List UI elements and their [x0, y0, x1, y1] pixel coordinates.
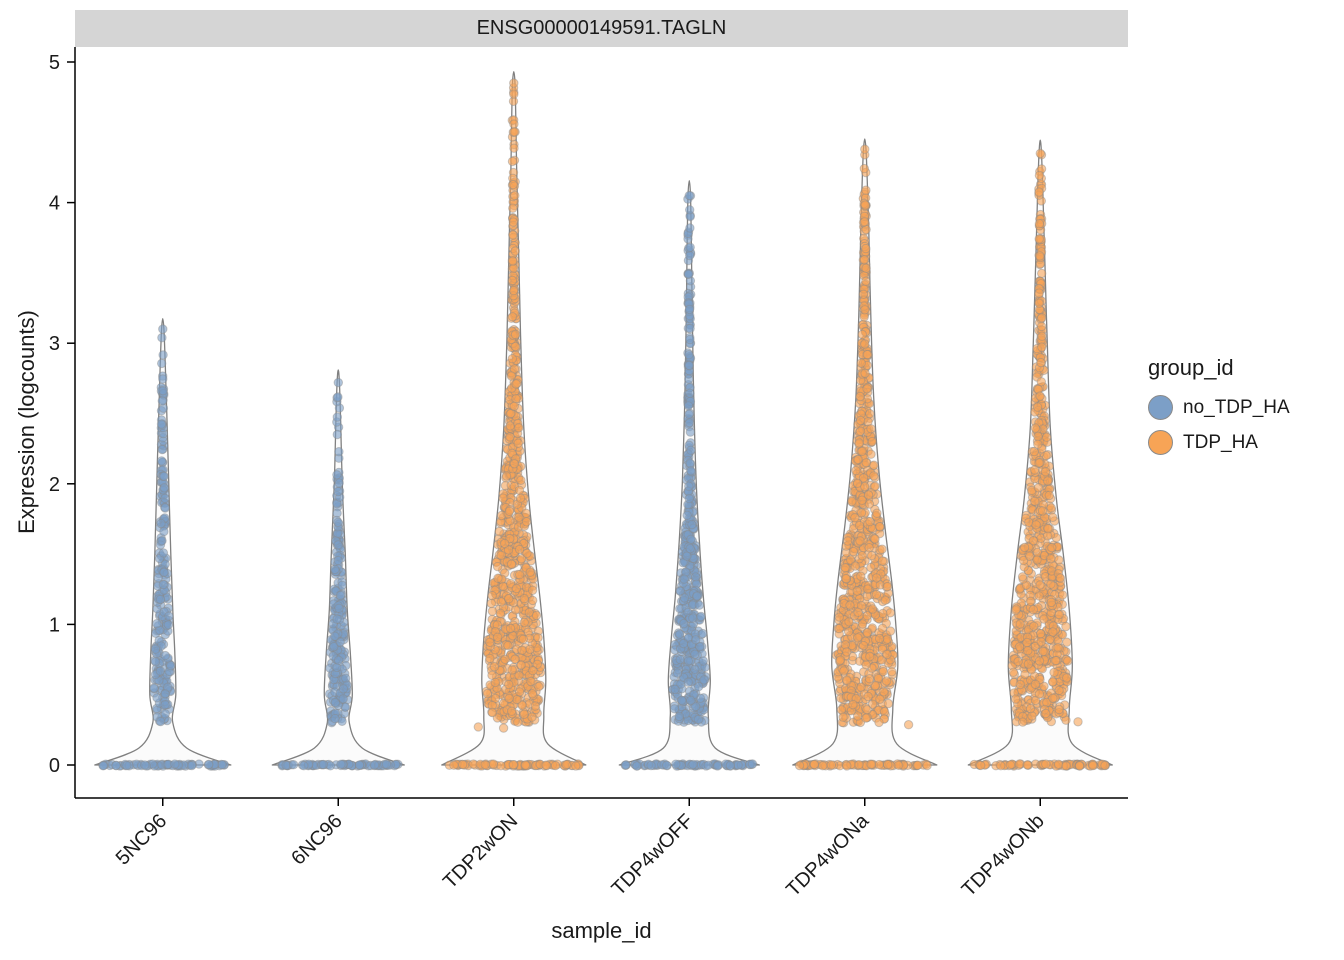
facet-strip: ENSG00000149591.TAGLN: [75, 10, 1128, 47]
legend-label-no-tdp-ha: no_TDP_HA: [1183, 396, 1290, 418]
svg-text:5: 5: [49, 52, 60, 74]
svg-text:1: 1: [49, 614, 60, 636]
svg-text:4: 4: [49, 193, 60, 215]
legend-title: group_id: [1148, 355, 1234, 380]
x-axis-title: sample_id: [551, 918, 652, 943]
legend-entry-no-tdp-ha: no_TDP_HA: [1148, 395, 1290, 420]
legend-swatch-tdp-ha: [1148, 430, 1173, 455]
svg-text:0: 0: [49, 755, 60, 777]
svg-text:2: 2: [49, 474, 60, 496]
svg-text:6NC96: 6NC96: [287, 810, 347, 870]
svg-text:TDP4wONb: TDP4wONb: [958, 810, 1049, 901]
legend-label-tdp-ha: TDP_HA: [1183, 431, 1258, 453]
y-axis-title: Expression (logcounts): [14, 310, 39, 534]
svg-text:TDP4wONa: TDP4wONa: [782, 809, 874, 901]
svg-text:TDP4wOFF: TDP4wOFF: [608, 810, 698, 900]
facet-strip-title: ENSG00000149591.TAGLN: [476, 17, 727, 39]
legend: group_id no_TDP_HA TDP_HA: [1148, 355, 1290, 465]
svg-text:TDP2wON: TDP2wON: [439, 810, 522, 893]
svg-text:3: 3: [49, 333, 60, 355]
legend-entry-tdp-ha: TDP_HA: [1148, 430, 1290, 455]
legend-swatch-no-tdp-ha: [1148, 395, 1173, 420]
svg-text:5NC96: 5NC96: [112, 810, 172, 870]
